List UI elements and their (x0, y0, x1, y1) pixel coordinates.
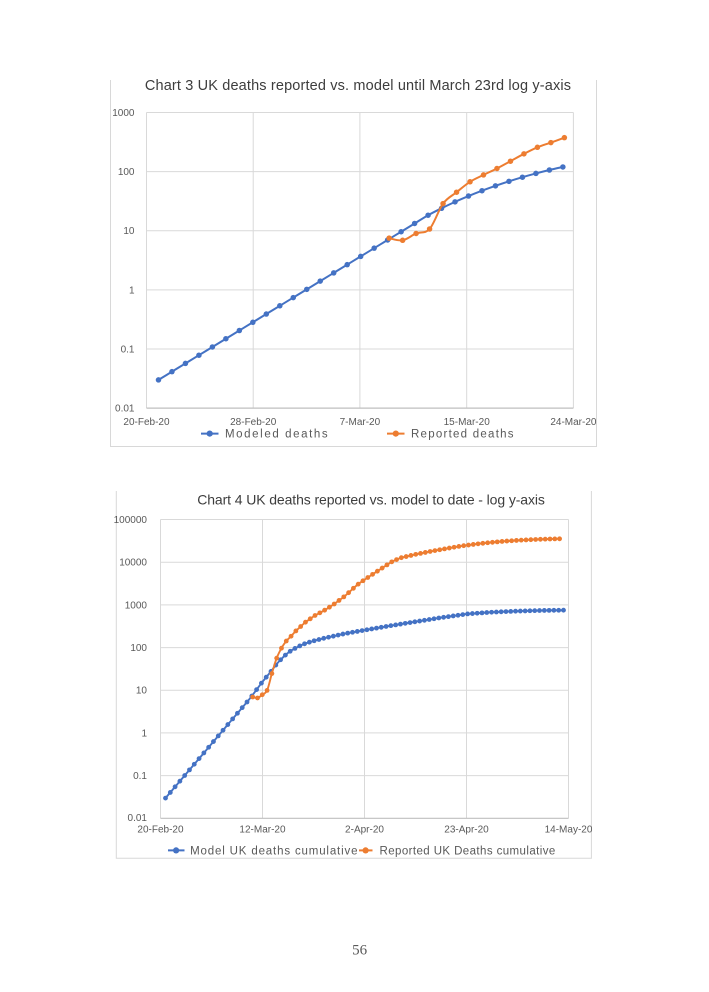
svg-text:7-Mar-20: 7-Mar-20 (340, 417, 381, 428)
svg-text:10: 10 (136, 686, 148, 697)
svg-text:Reported deaths: Reported deaths (411, 429, 515, 441)
svg-text:1000: 1000 (125, 600, 148, 611)
svg-text:20-Feb-20: 20-Feb-20 (123, 417, 170, 428)
svg-text:56: 56 (352, 943, 368, 959)
svg-text:Chart 4 UK deaths reported vs.: Chart 4 UK deaths reported vs. model to … (197, 491, 545, 507)
svg-text:100000: 100000 (114, 515, 148, 526)
svg-text:20-Feb-20: 20-Feb-20 (137, 825, 184, 836)
svg-text:1: 1 (129, 285, 135, 296)
svg-text:0.1: 0.1 (133, 771, 147, 782)
svg-text:23-Apr-20: 23-Apr-20 (444, 825, 489, 836)
svg-text:2-Apr-20: 2-Apr-20 (345, 825, 384, 836)
svg-text:100: 100 (130, 643, 147, 654)
svg-text:14-May-20: 14-May-20 (545, 825, 593, 836)
svg-text:0.01: 0.01 (128, 813, 148, 824)
svg-text:0.01: 0.01 (115, 404, 135, 415)
svg-text:Chart 3 UK deaths reported vs.: Chart 3 UK deaths reported vs. model unt… (145, 78, 571, 94)
svg-text:28-Feb-20: 28-Feb-20 (230, 417, 277, 428)
svg-text:15-Mar-20: 15-Mar-20 (444, 417, 491, 428)
svg-text:24-Mar-20: 24-Mar-20 (550, 417, 597, 428)
svg-text:10000: 10000 (119, 558, 147, 569)
svg-text:Reported UK Deaths cumulative: Reported UK Deaths cumulative (380, 846, 556, 858)
svg-text:100: 100 (118, 167, 135, 178)
svg-text:Model UK deaths cumulative: Model UK deaths cumulative (190, 846, 358, 858)
svg-text:12-Mar-20: 12-Mar-20 (239, 825, 286, 836)
svg-text:0.1: 0.1 (121, 345, 135, 356)
svg-text:1: 1 (141, 728, 147, 739)
svg-text:Modeled deaths: Modeled deaths (225, 429, 329, 441)
svg-text:1000: 1000 (112, 108, 135, 119)
svg-text:10: 10 (123, 226, 135, 237)
